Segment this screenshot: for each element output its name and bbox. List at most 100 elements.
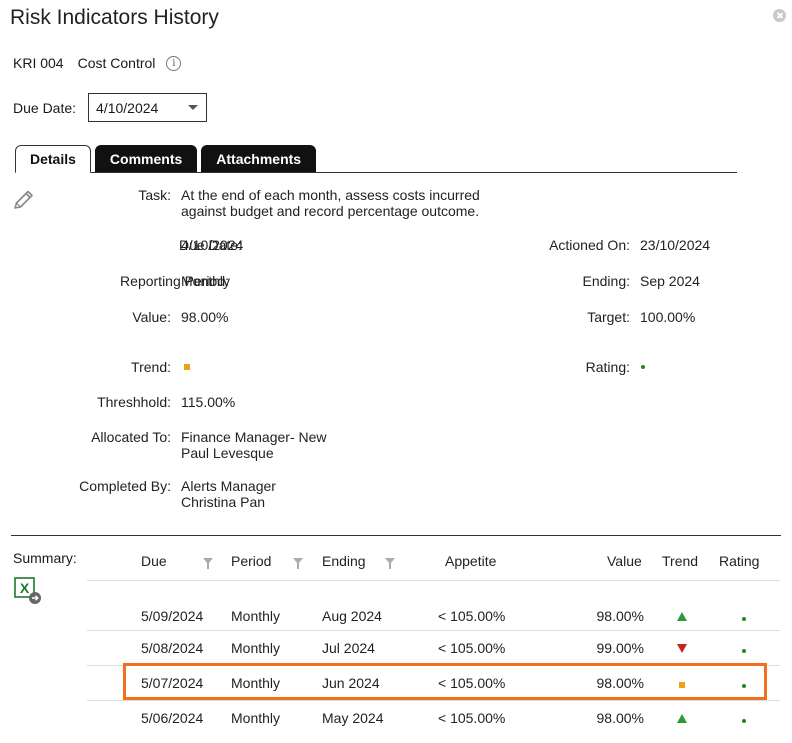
col-due-header[interactable]: Due	[141, 553, 213, 569]
filter-icon[interactable]	[293, 558, 304, 569]
filter-icon[interactable]	[384, 558, 395, 569]
row-period: Monthly	[231, 675, 281, 691]
trend-steady-icon	[184, 364, 190, 370]
col-ending-label: Ending	[322, 553, 366, 569]
row-ending: May 2024	[322, 710, 384, 726]
task-line-2: against budget and record percentage out…	[181, 203, 480, 219]
reporting-period-value: Monthly	[181, 273, 231, 289]
threshold-value: 115.00%	[181, 394, 236, 410]
row-value: 98.00%	[596, 710, 644, 726]
summary-table-body[interactable]: 5/09/2024 Monthly Aug 2024 < 105.00% 98.…	[87, 606, 780, 743]
tab-bar: Details Comments Attachments	[15, 145, 320, 173]
table-row[interactable]: 5/08/2024 Monthly Jul 2024 < 105.00% 99.…	[87, 630, 780, 665]
row-ending: Aug 2024	[322, 608, 382, 624]
trend-steady-icon	[679, 682, 685, 688]
value-label: Value:	[132, 309, 171, 325]
rating-green-dot-icon	[641, 365, 645, 369]
task-line-1: At the end of each month, assess costs i…	[181, 187, 480, 203]
col-trend-header: Trend	[662, 553, 698, 569]
completed-role: Alerts Manager	[181, 478, 276, 494]
col-rating-header: Rating	[719, 553, 759, 569]
window-title: Risk Indicators History	[10, 6, 219, 29]
row-rating	[742, 710, 746, 726]
row-ending: Jun 2024	[322, 675, 380, 691]
col-period-label: Period	[231, 553, 272, 569]
section-divider	[11, 535, 781, 536]
row-value: 98.00%	[596, 608, 644, 624]
due-date-select[interactable]: 4/10/2024	[88, 93, 208, 122]
due-date-detail-label: Due Date:	[178, 237, 242, 253]
trend-up-icon	[677, 612, 687, 621]
row-due: 5/08/2024	[141, 640, 204, 656]
row-period: Monthly	[231, 608, 281, 624]
value-value: 98.00%	[181, 309, 229, 325]
row-appetite: < 105.00%	[438, 710, 506, 726]
col-value-label: Value	[607, 553, 642, 569]
row-trend	[677, 640, 687, 656]
row-due: 5/07/2024	[141, 675, 204, 691]
kri-code: KRI 004	[13, 55, 64, 71]
table-header-divider	[87, 580, 780, 581]
completed-person: Christina Pan	[181, 494, 266, 510]
row-appetite: < 105.00%	[438, 675, 506, 691]
row-value: 99.00%	[596, 640, 644, 656]
rating-label: Rating:	[585, 359, 630, 375]
col-value-header: Value	[607, 553, 642, 569]
trend-down-icon	[677, 644, 687, 653]
due-date-value: 4/10/2024	[96, 99, 159, 116]
allocated-to-value: Finance Manager- New Paul Levesque	[181, 429, 327, 461]
tab-comments[interactable]: Comments	[94, 145, 198, 173]
rating-green-dot-icon	[742, 684, 746, 688]
allocated-to-label: Allocated To:	[91, 429, 171, 445]
col-ending-header[interactable]: Ending	[322, 553, 395, 569]
table-row[interactable]: 5/09/2024 Monthly Aug 2024 < 105.00% 98.…	[87, 606, 780, 633]
row-rating	[742, 640, 746, 656]
trend-label: Trend:	[131, 359, 171, 375]
filter-icon[interactable]	[202, 558, 213, 569]
close-icon[interactable]	[773, 9, 786, 22]
col-period-header[interactable]: Period	[231, 553, 304, 569]
tab-attachments[interactable]: Attachments	[201, 145, 317, 173]
actioned-on-label: Actioned On:	[549, 237, 630, 253]
allocated-role: Finance Manager- New	[181, 429, 327, 445]
completed-by-value: Alerts Manager Christina Pan	[181, 478, 276, 510]
threshold-label: Threshhold:	[97, 394, 171, 410]
target-value: 100.00%	[640, 309, 696, 325]
row-appetite: < 105.00%	[438, 608, 506, 624]
row-appetite: < 105.00%	[438, 640, 506, 656]
row-period: Monthly	[231, 710, 281, 726]
excel-glyph: X	[20, 580, 30, 596]
reporting-period-label: Reporting Period:	[120, 273, 229, 289]
chevron-down-icon	[188, 105, 199, 110]
kri-header: KRI 004 Cost Control i	[13, 55, 182, 71]
row-ending: Jul 2024	[322, 640, 375, 656]
target-label: Target:	[587, 309, 630, 325]
allocated-person: Paul Levesque	[181, 445, 274, 461]
ending-value: Sep 2024	[640, 273, 700, 289]
due-date-row: Due Date: 4/10/2024	[13, 93, 208, 122]
due-date-detail-value: 4/10/2024	[181, 237, 244, 253]
excel-export-icon[interactable]: X	[14, 577, 42, 605]
pencil-icon[interactable]	[12, 188, 36, 212]
due-date-label: Due Date:	[13, 99, 77, 116]
table-row[interactable]: 5/06/2024 Monthly May 2024 < 105.00% 98.…	[87, 700, 780, 735]
tab-divider	[15, 172, 737, 173]
row-due: 5/06/2024	[141, 710, 204, 726]
col-rating-label: Rating	[719, 553, 760, 569]
row-period: Monthly	[231, 640, 281, 656]
row-rating	[742, 608, 746, 624]
rating-value	[641, 359, 645, 375]
row-due: 5/09/2024	[141, 608, 204, 624]
kri-name: Cost Control	[77, 55, 156, 71]
col-due-label: Due	[141, 553, 167, 569]
task-label: Task:	[138, 187, 171, 203]
actioned-on-value: 23/10/2024	[640, 237, 711, 253]
trend-value	[184, 359, 190, 375]
ending-label: Ending:	[582, 273, 630, 289]
task-value: At the end of each month, assess costs i…	[181, 187, 480, 219]
row-value: 98.00%	[596, 675, 644, 691]
trend-up-icon	[677, 714, 687, 723]
info-icon[interactable]: i	[166, 55, 182, 71]
col-appetite-label: Appetite	[445, 553, 497, 569]
tab-details[interactable]: Details	[15, 145, 91, 173]
